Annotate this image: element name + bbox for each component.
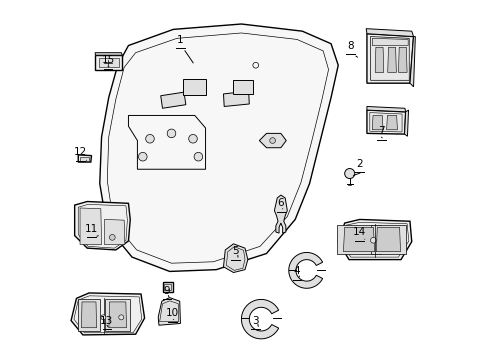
Circle shape [370, 237, 376, 243]
Circle shape [270, 138, 275, 143]
Polygon shape [372, 116, 383, 130]
Text: 13: 13 [100, 316, 114, 325]
Polygon shape [367, 107, 406, 112]
Polygon shape [163, 282, 172, 292]
Polygon shape [233, 80, 253, 94]
Text: 2: 2 [356, 158, 363, 168]
Polygon shape [289, 252, 322, 288]
Circle shape [101, 315, 106, 320]
Text: 15: 15 [101, 55, 115, 65]
Text: 1: 1 [177, 35, 184, 45]
Polygon shape [71, 293, 145, 335]
Polygon shape [95, 53, 122, 55]
Text: 7: 7 [378, 126, 385, 136]
Circle shape [194, 152, 203, 161]
Text: 5: 5 [232, 246, 239, 256]
Polygon shape [405, 110, 409, 136]
Polygon shape [398, 47, 407, 72]
Polygon shape [223, 244, 248, 273]
Polygon shape [367, 34, 414, 83]
Text: 6: 6 [277, 198, 284, 208]
Text: 9: 9 [164, 286, 171, 296]
Polygon shape [161, 92, 186, 108]
Polygon shape [388, 47, 396, 72]
Polygon shape [96, 55, 122, 69]
Polygon shape [387, 116, 397, 130]
Polygon shape [410, 37, 416, 87]
Polygon shape [274, 195, 287, 233]
Polygon shape [370, 37, 409, 80]
Circle shape [109, 234, 115, 240]
Polygon shape [158, 298, 180, 325]
Circle shape [119, 315, 124, 320]
Polygon shape [78, 155, 92, 162]
Polygon shape [376, 227, 400, 252]
Polygon shape [372, 39, 408, 45]
Text: 4: 4 [294, 266, 300, 276]
Polygon shape [78, 299, 100, 330]
Circle shape [167, 129, 176, 138]
Text: 14: 14 [353, 228, 367, 237]
Circle shape [139, 152, 147, 161]
Polygon shape [367, 110, 406, 134]
Polygon shape [81, 302, 97, 328]
Polygon shape [183, 79, 206, 95]
Polygon shape [338, 220, 412, 260]
Circle shape [146, 134, 154, 143]
Polygon shape [164, 284, 171, 290]
Polygon shape [105, 299, 130, 330]
Text: 3: 3 [252, 316, 259, 325]
Polygon shape [371, 225, 406, 254]
Polygon shape [80, 208, 101, 244]
Polygon shape [370, 113, 402, 132]
Polygon shape [100, 24, 338, 271]
Polygon shape [337, 225, 381, 254]
Text: 11: 11 [85, 224, 98, 234]
Polygon shape [109, 302, 126, 328]
Text: 10: 10 [166, 309, 179, 319]
Text: 12: 12 [74, 147, 87, 157]
Polygon shape [74, 202, 130, 250]
Polygon shape [80, 157, 89, 161]
Text: 8: 8 [347, 41, 354, 51]
Polygon shape [223, 91, 249, 107]
Circle shape [189, 134, 197, 143]
Polygon shape [343, 227, 374, 252]
Polygon shape [242, 300, 279, 339]
Circle shape [344, 168, 355, 179]
Polygon shape [375, 47, 384, 72]
Polygon shape [98, 58, 119, 67]
Polygon shape [259, 134, 286, 148]
Polygon shape [366, 29, 414, 37]
Polygon shape [104, 220, 125, 244]
